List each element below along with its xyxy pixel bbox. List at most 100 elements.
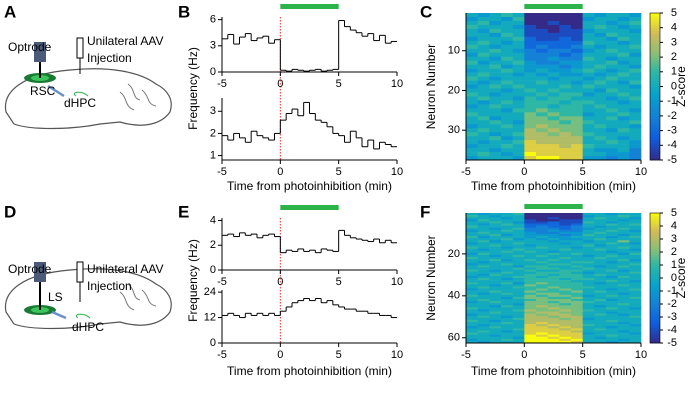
heat-cell bbox=[466, 217, 478, 220]
heat-cell bbox=[617, 108, 630, 113]
heat-cell bbox=[536, 324, 548, 327]
heat-cell bbox=[524, 48, 537, 54]
heat-cell bbox=[512, 301, 525, 304]
heat-cell bbox=[629, 290, 642, 293]
heat-cell bbox=[606, 223, 618, 226]
heat-cell bbox=[617, 233, 630, 237]
heat-cell bbox=[536, 84, 548, 89]
heat-cell bbox=[501, 317, 513, 321]
y-tick-label: 24 bbox=[204, 286, 216, 298]
heat-cell bbox=[629, 238, 642, 241]
colorbar-swatch bbox=[650, 148, 660, 152]
colorbar-tick-label: 2 bbox=[671, 246, 677, 258]
heat-cell bbox=[559, 257, 572, 260]
x-tick-label: -5 bbox=[217, 349, 227, 361]
heat-cell bbox=[582, 248, 595, 252]
heat-cell bbox=[536, 233, 548, 237]
heat-cell bbox=[559, 48, 572, 54]
diagram-label: Injection bbox=[87, 279, 132, 293]
heat-cell bbox=[536, 315, 548, 319]
heat-cell bbox=[594, 88, 607, 93]
heat-cell bbox=[524, 68, 537, 73]
heat-cell bbox=[582, 68, 595, 73]
heat-cell bbox=[547, 328, 560, 331]
heat-cell bbox=[606, 282, 618, 285]
heat-cell bbox=[547, 242, 560, 245]
heat-cell bbox=[582, 267, 595, 270]
heat-cell bbox=[606, 233, 618, 237]
heat-cell bbox=[582, 269, 595, 273]
heat-cell bbox=[571, 248, 583, 252]
heat-cell bbox=[547, 116, 560, 121]
heat-cell bbox=[466, 136, 478, 141]
heat-cell bbox=[582, 278, 595, 281]
y-tick-label: 20 bbox=[448, 84, 460, 96]
heat-cell bbox=[524, 225, 537, 228]
heat-cell bbox=[536, 254, 548, 258]
heat-cell bbox=[606, 124, 618, 129]
heat-cell bbox=[477, 40, 490, 46]
heat-cell bbox=[582, 246, 595, 249]
heat-cell bbox=[547, 40, 560, 46]
heat-cell bbox=[477, 124, 490, 129]
heat-cell bbox=[489, 332, 502, 335]
heat-cell bbox=[629, 128, 642, 133]
heat-cell bbox=[477, 271, 490, 275]
heat-cell bbox=[477, 322, 490, 325]
heat-cell bbox=[594, 48, 607, 54]
heat-cell bbox=[524, 303, 537, 306]
colorbar-swatch bbox=[650, 127, 660, 131]
heat-cell bbox=[629, 250, 642, 254]
heat-cell bbox=[489, 263, 502, 266]
heat-cell bbox=[617, 271, 630, 275]
heat-cell bbox=[606, 259, 618, 262]
heat-cell bbox=[582, 294, 595, 298]
heat-cell bbox=[594, 330, 607, 333]
diagram-label: Unilateral AAV bbox=[87, 34, 163, 48]
heat-cell bbox=[559, 64, 572, 69]
heat-cell bbox=[606, 269, 618, 273]
heat-cell bbox=[629, 330, 642, 333]
heat-cell bbox=[617, 292, 630, 296]
heat-cell bbox=[559, 284, 572, 287]
heat-cell bbox=[501, 231, 513, 235]
colorbar-tick-label: -5 bbox=[667, 337, 677, 349]
colorbar-swatch bbox=[650, 18, 660, 23]
heat-cell bbox=[466, 104, 478, 109]
heat-cell bbox=[536, 136, 548, 141]
heat-cell bbox=[524, 278, 537, 281]
heat-cell bbox=[617, 80, 630, 85]
heat-cell bbox=[594, 282, 607, 285]
colorbar-swatch bbox=[650, 104, 660, 108]
heat-cell bbox=[547, 322, 560, 325]
heat-cell bbox=[606, 88, 618, 93]
heat-cell bbox=[547, 305, 560, 308]
heat-cell bbox=[536, 72, 548, 77]
heat-cell bbox=[594, 100, 607, 105]
heat-cell bbox=[466, 144, 478, 149]
heat-cell bbox=[606, 215, 618, 218]
x-tick-label: 10 bbox=[635, 349, 647, 361]
heat-cell bbox=[629, 221, 642, 224]
heat-cell bbox=[617, 261, 630, 264]
heat-cell bbox=[477, 246, 490, 249]
heat-cell bbox=[582, 215, 595, 218]
heat-cell bbox=[571, 60, 583, 65]
heat-cell bbox=[512, 286, 525, 289]
heat-cell bbox=[617, 309, 630, 312]
heat-cell bbox=[547, 311, 560, 314]
heat-cell bbox=[466, 332, 478, 335]
colorbar-swatch bbox=[650, 48, 660, 52]
heat-cell bbox=[594, 148, 607, 153]
heat-cell bbox=[547, 16, 560, 22]
heat-cell bbox=[477, 240, 490, 243]
heat-cell bbox=[512, 136, 525, 141]
heat-cell bbox=[466, 340, 478, 344]
heat-cell bbox=[512, 223, 525, 226]
x-tick-label: 5 bbox=[336, 78, 342, 90]
heat-cell bbox=[489, 233, 502, 237]
heat-cell bbox=[501, 257, 513, 260]
heat-cell bbox=[547, 221, 560, 224]
heat-cell bbox=[512, 254, 525, 258]
heat-cell bbox=[466, 313, 478, 317]
